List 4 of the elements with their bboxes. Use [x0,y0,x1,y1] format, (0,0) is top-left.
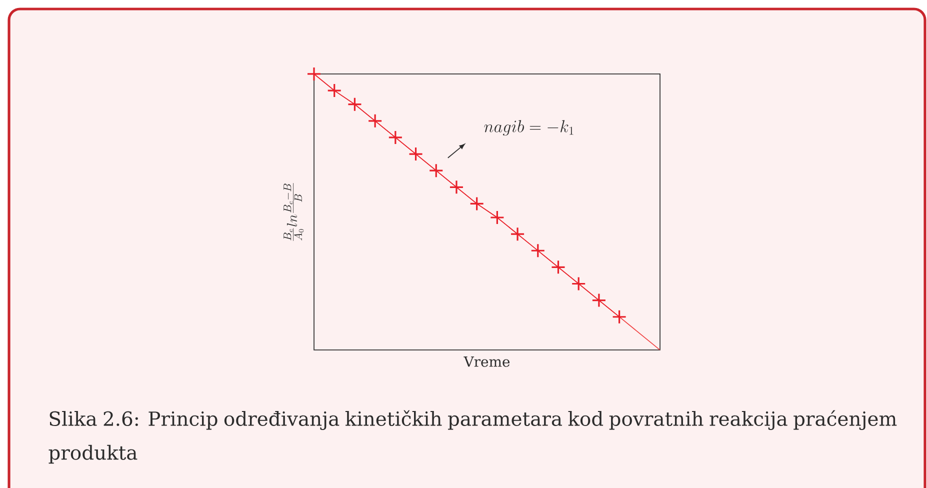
text: Slika 2.6: Princip određivanja kinetičkih parametara kod povratnih reakcija praćenjem produkta [48,410,897,464]
x-axis-title: Vreme [464,356,510,367]
y-axis-title: $\frac{B_e}{A_0} ln \frac{B_e - B}{B}$ [284,183,304,241]
annotation: $nagib = -k_1$ [484,120,574,136]
